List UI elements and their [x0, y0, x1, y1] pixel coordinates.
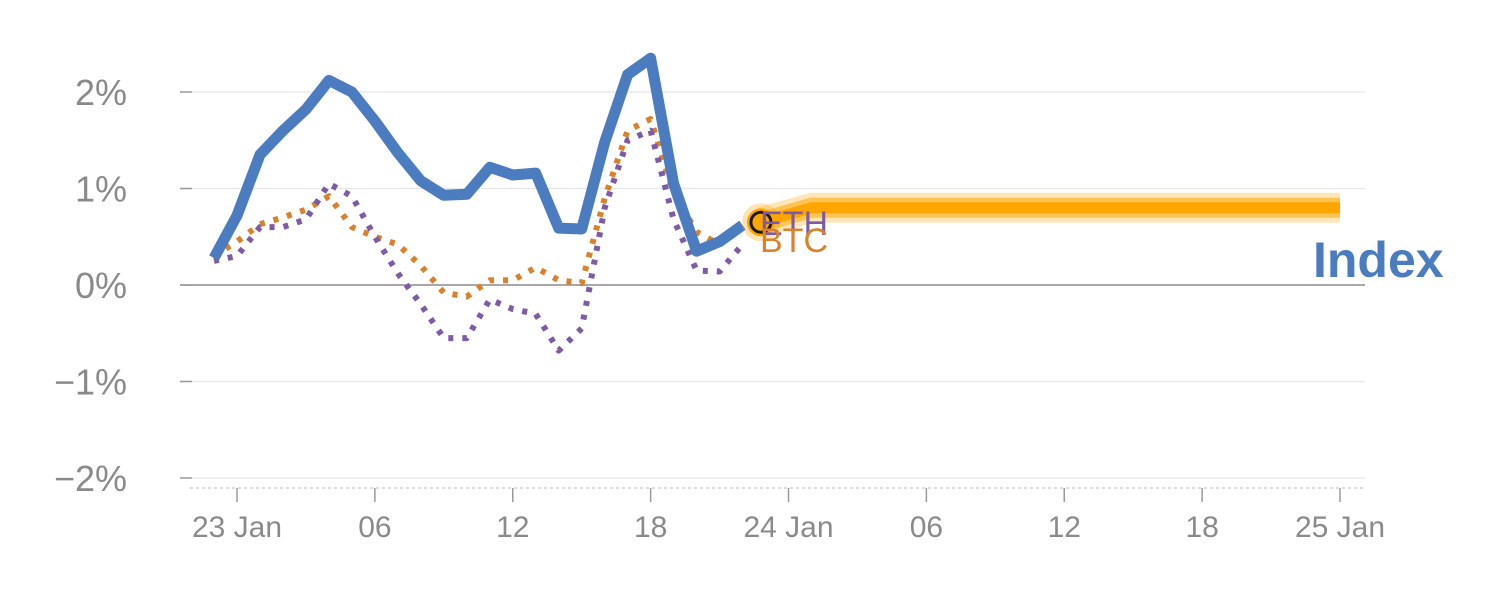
y-tick-label: −1%	[54, 362, 127, 403]
series-label-index: Index	[1313, 232, 1444, 288]
grid-lines	[180, 91, 1365, 479]
y-tick-label: 2%	[75, 72, 127, 113]
forecast-band-line	[759, 202, 1340, 228]
series-line-eth	[213, 127, 745, 354]
x-tick-label: 24 Jan	[743, 511, 833, 544]
x-axis: 23 Jan 06 12 18 24 Jan 06 12 18 25 Jan	[190, 487, 1385, 544]
x-tick-label: 23 Jan	[192, 511, 282, 544]
x-tick-label: 12	[496, 511, 529, 544]
series-lines	[209, 52, 746, 354]
y-axis: 2% 1% 0% −1% −2%	[54, 72, 192, 499]
series-line-index	[209, 52, 746, 261]
series-line-btc	[212, 116, 745, 300]
x-tick-label: 06	[358, 511, 391, 544]
series-label-btc: BTC	[760, 222, 828, 260]
series-label-eth: ETH	[760, 205, 828, 243]
x-tick-label: 06	[910, 511, 943, 544]
marker-core	[749, 210, 773, 234]
series-labels: ETH BTC Index	[760, 205, 1444, 288]
x-tick-label: 18	[634, 511, 667, 544]
y-tick-label: 0%	[75, 265, 127, 306]
forecast-band	[756, 192, 1340, 237]
y-tick-label: 1%	[75, 169, 127, 210]
x-tick-label: 25 Jan	[1295, 511, 1385, 544]
current-marker	[741, 203, 780, 242]
x-tick-label: 12	[1048, 511, 1081, 544]
x-tick-label: 18	[1185, 511, 1218, 544]
y-tick-label: −2%	[54, 458, 127, 499]
